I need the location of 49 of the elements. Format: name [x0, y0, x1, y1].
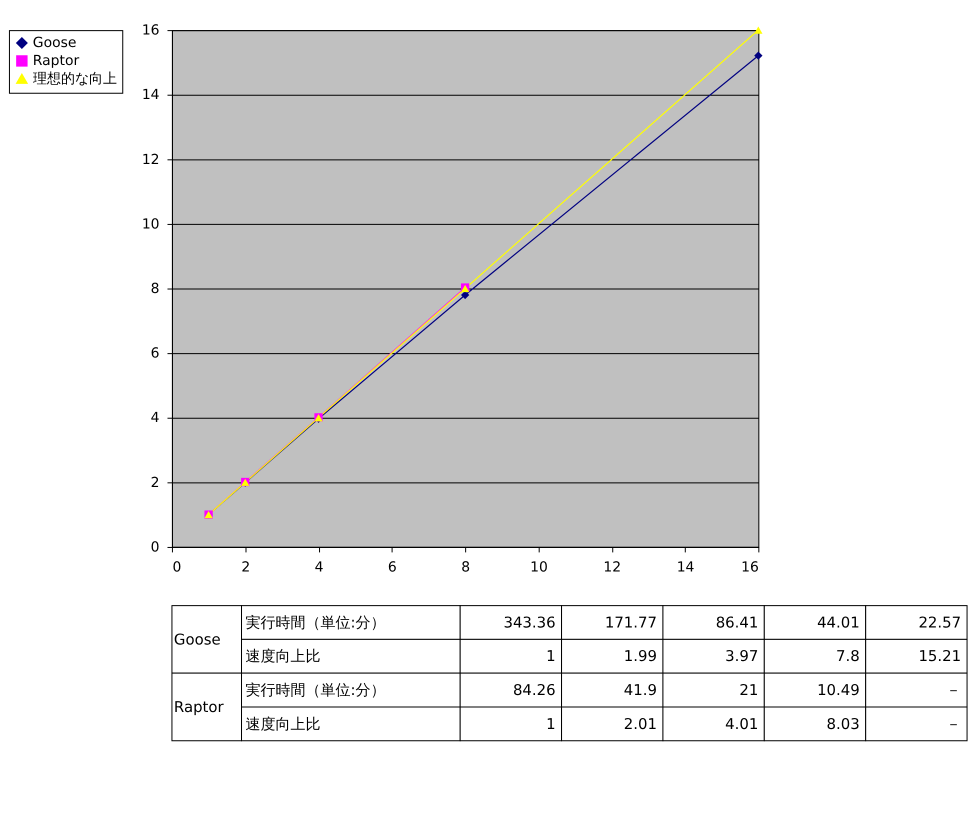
- text: Goose: [174, 630, 221, 648]
- y-tick-label: 16: [142, 22, 160, 39]
- text: 41.9: [624, 681, 657, 700]
- text: 343.36: [503, 613, 556, 632]
- legend-label: Raptor: [32, 52, 80, 69]
- text: 4.01: [725, 714, 758, 733]
- legend-label: 理想的な向上: [32, 70, 117, 87]
- y-tick-label: 4: [150, 410, 160, 426]
- text: 171.77: [604, 613, 657, 632]
- x-tick-label: 6: [388, 559, 397, 576]
- x-tick-label: 4: [314, 559, 324, 576]
- point: [754, 26, 762, 34]
- text: 8.03: [826, 714, 860, 733]
- text: Raptor: [174, 698, 224, 716]
- y-tick-label: 8: [150, 281, 160, 297]
- text: 1.99: [624, 647, 657, 666]
- x-tick-label: 8: [461, 559, 470, 576]
- x-tick-label: 16: [741, 559, 759, 576]
- x-tick-label: 2: [241, 559, 250, 576]
- category-label: 速度向上比: [245, 714, 320, 733]
- text: 3.97: [725, 647, 758, 666]
- text: 21: [739, 681, 758, 700]
- y-tick-label: 10: [142, 216, 160, 232]
- text: 1: [546, 647, 556, 666]
- y-tick-label: 12: [142, 152, 160, 168]
- text: 7.8: [836, 647, 860, 666]
- text: 22.57: [918, 613, 962, 632]
- category-label: 実行時間（単位:分）: [245, 613, 386, 632]
- x-tick-label: 0: [172, 559, 182, 576]
- x-tick-label: 14: [676, 559, 695, 576]
- y-tick-label: 0: [150, 539, 160, 556]
- text: －: [946, 681, 962, 700]
- text: 15.21: [918, 647, 962, 666]
- text: 86.41: [716, 613, 758, 632]
- x-tick-label: 10: [530, 559, 548, 576]
- text: 44.01: [817, 613, 860, 632]
- x-tick-label: 12: [603, 559, 622, 576]
- y-tick-label: 2: [150, 474, 160, 491]
- y-tick-label: 6: [150, 346, 160, 362]
- text: 84.26: [512, 681, 556, 700]
- y-tick-label: 14: [142, 87, 160, 104]
- text: 2.01: [624, 714, 657, 733]
- category-label: 実行時間（単位:分）: [245, 681, 386, 700]
- text: 10.49: [817, 681, 860, 700]
- text: －: [946, 714, 962, 733]
- category-label: 速度向上比: [245, 647, 320, 666]
- point: [754, 51, 762, 60]
- text: 1: [546, 714, 556, 733]
- legend-label: Goose: [32, 35, 76, 52]
